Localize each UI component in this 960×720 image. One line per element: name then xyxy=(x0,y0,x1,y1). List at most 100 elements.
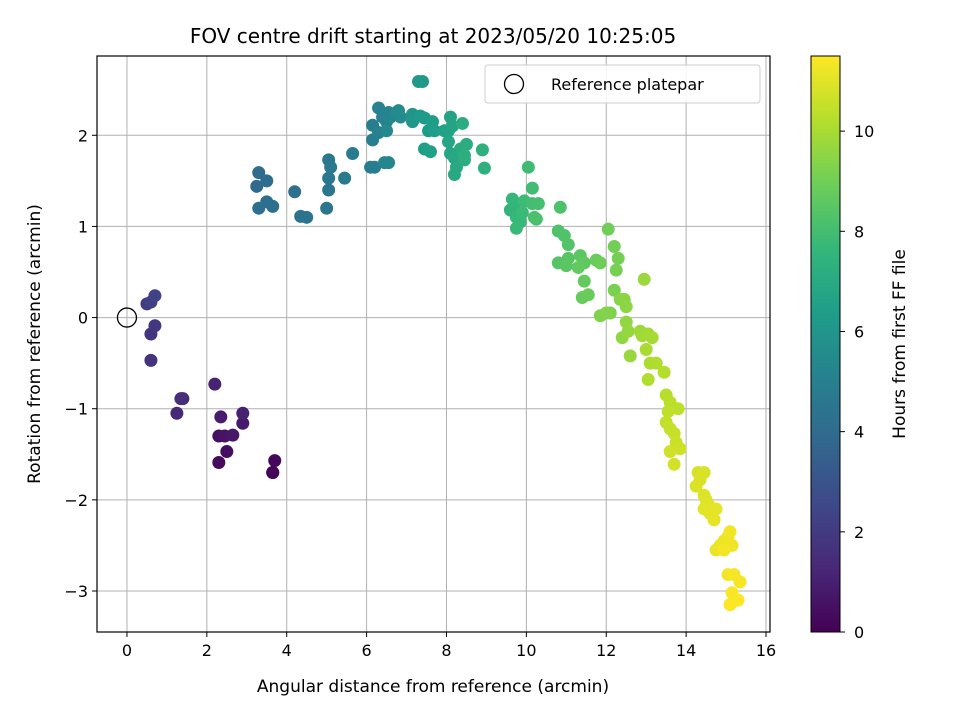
colorbar-tick-label: 8 xyxy=(854,222,864,241)
data-point xyxy=(148,319,162,333)
data-point xyxy=(288,185,302,199)
data-point xyxy=(707,513,721,527)
y-tick-label: 0 xyxy=(78,309,88,328)
data-point xyxy=(260,174,274,188)
data-point xyxy=(380,124,394,138)
x-tick-label: 8 xyxy=(441,641,451,660)
colorbar-label: Hours from first FF file xyxy=(890,249,910,439)
data-point xyxy=(214,410,228,424)
data-point xyxy=(338,171,352,185)
legend-marker-reference xyxy=(503,73,525,95)
data-point xyxy=(459,137,473,151)
data-point xyxy=(649,356,663,370)
data-point xyxy=(521,160,535,174)
data-point xyxy=(531,197,545,211)
data-point xyxy=(220,445,234,459)
data-point xyxy=(424,145,438,159)
data-point xyxy=(607,239,621,253)
data-point xyxy=(561,238,575,252)
data-point xyxy=(322,171,336,185)
y-axis-label: Rotation from reference (arcmin) xyxy=(25,204,45,484)
data-point xyxy=(174,392,188,406)
y-tick-label: −2 xyxy=(64,491,88,510)
data-point xyxy=(266,199,280,213)
data-point xyxy=(475,143,489,157)
data-point xyxy=(581,288,595,302)
data-point xyxy=(144,353,158,367)
data-point xyxy=(577,274,591,288)
x-tick-label: 14 xyxy=(676,641,696,660)
data-point xyxy=(621,324,635,338)
data-point xyxy=(509,221,523,235)
x-tick-label: 16 xyxy=(756,641,776,660)
legend-box xyxy=(484,64,761,104)
data-point xyxy=(236,416,250,430)
x-tick-label: 12 xyxy=(596,641,616,660)
y-tick-label: 1 xyxy=(78,217,88,236)
data-point xyxy=(505,192,519,206)
y-tick-label: −1 xyxy=(64,400,88,419)
data-point xyxy=(611,251,625,265)
data-point xyxy=(639,342,653,356)
data-point xyxy=(320,201,334,215)
data-point xyxy=(723,525,737,539)
data-point xyxy=(673,442,687,456)
data-point xyxy=(148,289,162,303)
data-point xyxy=(427,124,441,138)
colorbar-ticks: 0 2 4 6 8 10 xyxy=(840,122,874,642)
data-point xyxy=(515,206,529,220)
data-point xyxy=(455,116,469,130)
colorbar: 0 2 4 6 8 10 Hours from first FF file xyxy=(810,55,910,642)
legend: Reference platepar xyxy=(484,64,761,104)
plot-frame xyxy=(96,55,771,633)
data-point xyxy=(368,160,382,174)
data-point xyxy=(661,404,675,418)
data-point xyxy=(663,445,677,459)
data-point xyxy=(252,166,266,180)
chart-title: FOV centre drift starting at 2023/05/20 … xyxy=(190,24,676,48)
data-point xyxy=(623,349,637,363)
data-point xyxy=(378,156,392,170)
data-point xyxy=(250,179,264,193)
data-point xyxy=(208,377,222,391)
x-tick-label: 4 xyxy=(282,641,292,660)
data-point xyxy=(645,331,659,345)
data-point xyxy=(637,272,651,286)
data-point xyxy=(657,365,671,379)
x-tick-label: 6 xyxy=(362,641,372,660)
data-point xyxy=(300,210,314,224)
data-point xyxy=(268,454,282,468)
colorbar-tick-label: 4 xyxy=(854,423,864,442)
grid-lines xyxy=(97,56,770,632)
data-point xyxy=(170,406,184,420)
data-points xyxy=(140,75,747,612)
data-point xyxy=(599,306,613,320)
data-point xyxy=(212,455,226,469)
data-point xyxy=(559,259,573,273)
data-point xyxy=(709,502,723,516)
data-point xyxy=(601,222,615,236)
data-point xyxy=(689,479,703,493)
data-point xyxy=(525,181,539,195)
data-point xyxy=(527,210,541,224)
data-point xyxy=(609,263,623,277)
data-point xyxy=(641,373,655,387)
y-axis-ticks: −3 −2 −1 0 1 2 xyxy=(64,126,97,601)
data-point xyxy=(236,406,250,420)
data-point xyxy=(553,200,567,214)
x-tick-label: 0 xyxy=(122,641,132,660)
reference-marker xyxy=(116,307,138,328)
data-point xyxy=(571,260,585,274)
data-point xyxy=(717,543,731,557)
colorbar-tick-label: 10 xyxy=(854,122,874,141)
data-point xyxy=(447,167,461,181)
data-point xyxy=(266,466,280,480)
x-axis-label: Angular distance from reference (arcmin) xyxy=(257,677,609,697)
colorbar-tick-label: 0 xyxy=(854,623,864,642)
x-tick-label: 10 xyxy=(516,641,536,660)
data-point xyxy=(667,457,681,471)
data-point xyxy=(733,575,747,589)
reference-point xyxy=(116,307,138,328)
data-point xyxy=(477,161,491,175)
